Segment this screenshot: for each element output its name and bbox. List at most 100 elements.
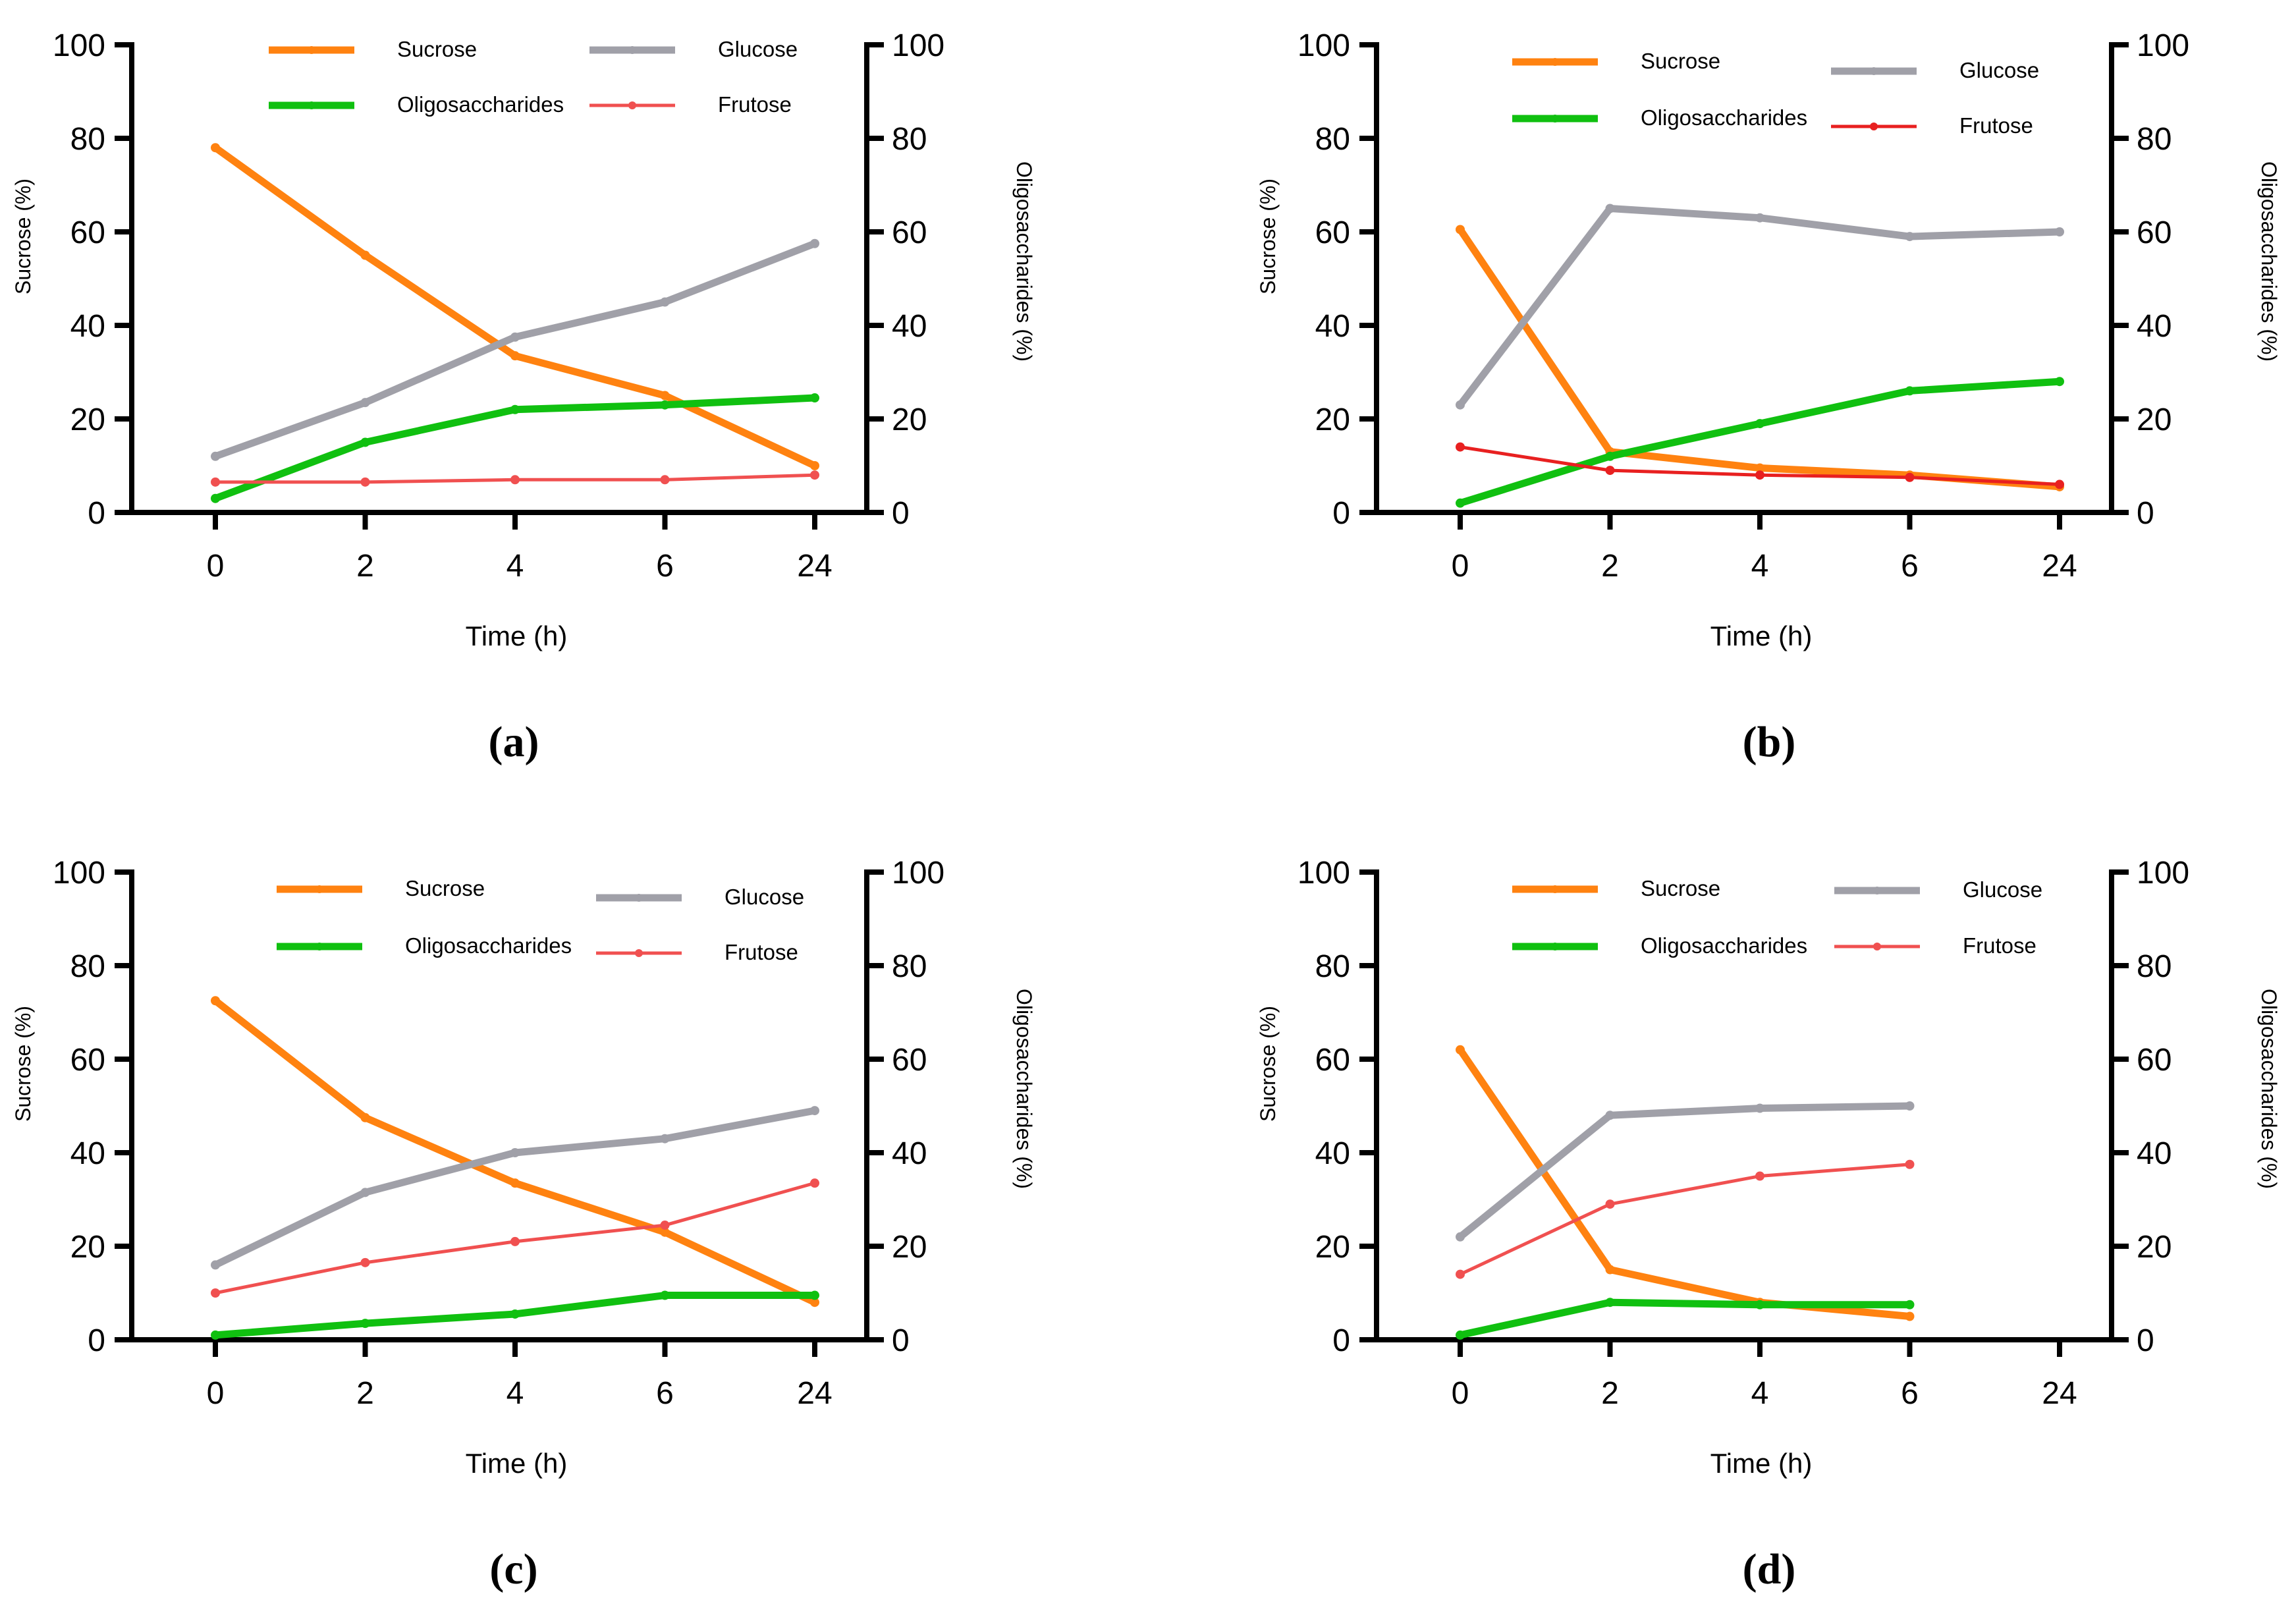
- data-point-frutose: [510, 475, 520, 485]
- y-tick-label-left: 80: [1315, 949, 1350, 984]
- y-tick-label-left: 0: [88, 496, 105, 531]
- y-axis-title-left: Sucrose (%): [1256, 1006, 1280, 1122]
- y-tick-label-right: 60: [2137, 215, 2172, 250]
- data-point-oligosaccharides: [1755, 1300, 1764, 1309]
- y-tick-label-left: 100: [53, 856, 105, 891]
- y-tick-label-left: 80: [70, 949, 105, 984]
- y-tick-label-right: 100: [892, 28, 944, 63]
- y-tick-label-right: 100: [2137, 28, 2189, 63]
- legend-marker-sucrose: [1551, 885, 1559, 893]
- x-tick-label: 24: [797, 1376, 832, 1411]
- data-point-sucrose: [211, 143, 220, 153]
- y-tick-label-right: 20: [892, 402, 927, 437]
- x-tick-label: 6: [1901, 549, 1919, 584]
- data-point-sucrose: [360, 250, 370, 260]
- data-point-oligosaccharides: [1456, 1330, 1465, 1340]
- data-point-oligosaccharides: [2055, 377, 2064, 387]
- y-tick-label-right: 0: [2137, 1323, 2154, 1358]
- x-tick-label: 4: [1751, 549, 1769, 584]
- data-point-frutose: [660, 475, 670, 485]
- y-tick-label-left: 100: [53, 28, 105, 63]
- legend-marker-glucose: [628, 46, 636, 54]
- data-point-frutose: [810, 1178, 819, 1188]
- legend-marker-oligosaccharides: [308, 101, 315, 109]
- data-point-glucose: [1905, 1101, 1915, 1111]
- data-point-glucose: [510, 332, 520, 342]
- data-point-sucrose: [1755, 463, 1764, 473]
- data-point-oligosaccharides: [1456, 498, 1465, 508]
- data-point-sucrose: [660, 391, 670, 400]
- legend-label-frutose: Frutose: [718, 92, 792, 117]
- y-tick-label-left: 60: [1315, 1043, 1350, 1078]
- data-point-sucrose: [810, 461, 819, 470]
- x-axis-title: Time (h): [466, 620, 568, 651]
- x-tick-label: 4: [506, 549, 524, 584]
- legend-label-glucose: Glucose: [718, 37, 798, 61]
- data-point-glucose: [660, 1134, 670, 1143]
- data-point-oligosaccharides: [510, 1309, 520, 1319]
- y-tick-label-left: 0: [1332, 1323, 1350, 1358]
- data-point-sucrose: [1605, 1265, 1615, 1275]
- data-point-frutose: [360, 477, 370, 487]
- y-tick-label-left: 0: [1332, 496, 1350, 531]
- y-tick-label-left: 40: [70, 1136, 105, 1171]
- data-point-oligosaccharides: [810, 1290, 819, 1300]
- legend-label-sucrose: Sucrose: [1641, 49, 1720, 73]
- data-point-sucrose: [211, 996, 220, 1006]
- y-tick-label-right: 40: [892, 1136, 927, 1171]
- y-axis-title-right: Oligosaccharides (%): [1012, 989, 1036, 1189]
- y-tick-label-left: 80: [1315, 122, 1350, 157]
- data-point-sucrose: [510, 351, 520, 361]
- data-point-sucrose: [1456, 225, 1465, 234]
- data-point-glucose: [1755, 213, 1764, 223]
- y-tick-label-right: 0: [892, 1323, 910, 1358]
- x-tick-label: 0: [207, 549, 225, 584]
- data-point-glucose: [2055, 227, 2064, 236]
- data-point-sucrose: [1456, 1045, 1465, 1055]
- data-point-oligosaccharides: [211, 493, 220, 503]
- y-tick-label-right: 100: [892, 856, 944, 891]
- x-tick-label: 24: [797, 549, 832, 584]
- y-tick-label-left: 20: [1315, 1230, 1350, 1265]
- y-tick-label-right: 40: [892, 309, 927, 344]
- x-tick-label: 6: [656, 549, 674, 584]
- data-point-glucose: [360, 1188, 370, 1197]
- data-point-frutose: [1905, 472, 1915, 482]
- y-tick-label-right: 80: [892, 949, 927, 984]
- y-tick-label-left: 40: [70, 309, 105, 344]
- series-line-glucose: [1456, 1102, 1913, 1241]
- data-point-oligosaccharides: [1605, 1298, 1615, 1307]
- data-point-oligosaccharides: [1905, 386, 1915, 396]
- y-axis-title-left: Sucrose (%): [11, 1006, 35, 1122]
- x-axis-title: Time (h): [1710, 620, 1813, 651]
- y-tick-label-left: 0: [88, 1323, 105, 1358]
- y-tick-label-right: 60: [892, 1043, 927, 1078]
- data-point-frutose: [660, 1221, 670, 1230]
- y-tick-label-right: 0: [2137, 496, 2154, 531]
- y-tick-label-right: 0: [892, 496, 910, 531]
- x-tick-label: 2: [1601, 549, 1619, 584]
- y-tick-label-right: 20: [2137, 402, 2172, 437]
- legend-marker-frutose: [635, 949, 643, 957]
- series-line-sucrose: [211, 144, 819, 470]
- data-point-frutose: [1456, 442, 1465, 452]
- y-axis-title-right: Oligosaccharides (%): [2257, 989, 2281, 1189]
- data-point-glucose: [1456, 400, 1465, 410]
- data-point-glucose: [1755, 1103, 1764, 1113]
- data-point-frutose: [360, 1257, 370, 1267]
- x-tick-label: 24: [2042, 1376, 2077, 1411]
- y-axis-title-right: Oligosaccharides (%): [1012, 161, 1036, 362]
- y-tick-label-left: 60: [70, 215, 105, 250]
- legend-label-frutose: Frutose: [1959, 113, 2033, 138]
- y-tick-label-left: 40: [1315, 1136, 1350, 1171]
- legend-marker-glucose: [635, 894, 643, 902]
- y-tick-label-left: 80: [70, 122, 105, 157]
- data-point-frutose: [1905, 1159, 1915, 1169]
- y-tick-label-left: 60: [1315, 215, 1350, 250]
- y-axis-title-right: Oligosaccharides (%): [2257, 161, 2281, 362]
- data-point-frutose: [1605, 1199, 1615, 1209]
- data-point-glucose: [660, 297, 670, 307]
- legend-label-glucose: Glucose: [1963, 877, 2042, 902]
